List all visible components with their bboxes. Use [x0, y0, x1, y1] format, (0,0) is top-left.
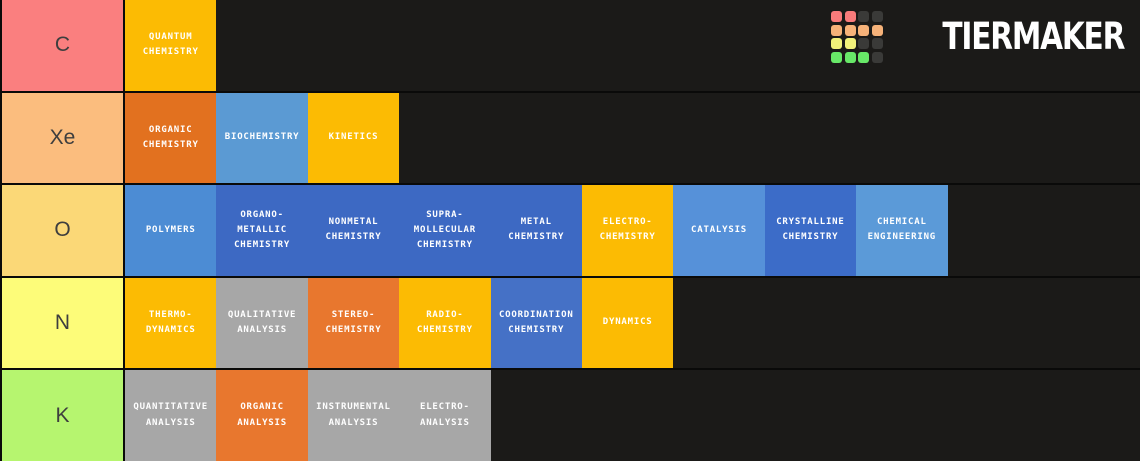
tile-biochemistry[interactable]: BIOCHEMISTRY: [216, 92, 308, 184]
tier-tiles: ORGANIC CHEMISTRY BIOCHEMISTRY KINETICS: [125, 92, 400, 184]
tier-label-c: C: [2, 0, 125, 91]
tier-row-n: N THERMO- DYNAMICS QUALITATIVE ANALYSIS STE…: [2, 277, 1140, 371]
logo-grid-cell-dark: [871, 11, 883, 22]
logo-grid-cell-dark: [858, 11, 870, 22]
tile-radio-chemistry[interactable]: RADIO- CHEMISTRY: [399, 277, 491, 369]
tile-dynamics[interactable]: DYNAMICS: [581, 277, 674, 369]
logo-grid-cell-yellow: [831, 38, 843, 49]
tiermaker-logo: TIERMAKER: [831, 11, 1125, 63]
tier-tiles: QUANTUM CHEMISTRY: [125, 0, 217, 91]
tile-organic-analysis[interactable]: ORGANIC ANALYSIS: [216, 370, 308, 461]
tile-organo-metallic-chemistry[interactable]: ORGANO- METALLIC CHEMISTRY: [216, 185, 308, 276]
logo-grid-cell-green: [831, 51, 843, 63]
logo-grid-cell-orange: [831, 24, 843, 36]
logo-grid-cell-orange: [871, 24, 883, 36]
tile-thermo-dynamics[interactable]: THERMO- DYNAMICS: [125, 277, 217, 369]
tier-row-k: K QUANTITATIVE ANALYSIS ORGANIC ANALYSIS IN…: [2, 370, 1140, 461]
tile-kinetics[interactable]: KINETICS: [307, 92, 400, 184]
tile-quantum-chemistry[interactable]: QUANTUM CHEMISTRY: [125, 0, 217, 91]
tier-label-k: K: [2, 370, 125, 461]
logo-grid-cell-dark: [871, 38, 883, 49]
logo-grid-cell-red: [831, 11, 843, 22]
tile-quantitative-analysis[interactable]: QUANTITATIVE ANALYSIS: [125, 370, 217, 461]
tile-catalysis[interactable]: CATALYSIS: [673, 185, 765, 276]
logo-grid-cell-green: [858, 51, 870, 63]
tiermaker-wordmark: TIERMAKER: [942, 15, 1125, 59]
tile-electro-analysis[interactable]: ELECTRO- ANALYSIS: [399, 370, 491, 461]
tier-label-o: O: [2, 185, 125, 276]
tile-electro-chemistry[interactable]: ELECTRO- CHEMISTRY: [581, 185, 674, 276]
tile-polymers[interactable]: POLYMERS: [125, 185, 217, 276]
tile-chemical-engineering[interactable]: CHEMICAL ENGINEERING: [856, 185, 948, 276]
tier-tiles: QUANTITATIVE ANALYSIS ORGANIC ANALYSIS INS…: [125, 370, 491, 461]
tier-tiles: THERMO- DYNAMICS QUALITATIVE ANALYSIS STER…: [125, 277, 674, 369]
tile-organic-chemistry[interactable]: ORGANIC CHEMISTRY: [125, 92, 217, 184]
tile-metal-chemistry[interactable]: METAL CHEMISTRY: [490, 185, 582, 276]
tier-tiles: POLYMERS ORGANO- METALLIC CHEMISTRY NONMET…: [125, 185, 948, 276]
tile-qualitative-analysis[interactable]: QUALITATIVE ANALYSIS: [216, 277, 308, 369]
tile-crystalline-chemistry[interactable]: CRYSTALLINE CHEMISTRY: [764, 185, 857, 276]
logo-grid-cell-yellow: [844, 38, 856, 49]
tier-label-n: N: [2, 277, 125, 369]
logo-grid-cell-dark: [858, 38, 870, 49]
tile-instrumental-analysis[interactable]: INSTRUMENTAL ANALYSIS: [307, 370, 400, 461]
tiermaker-grid-icon: [831, 11, 883, 63]
logo-grid-cell-green: [844, 51, 856, 63]
tile-supra-mollecular-chemistry[interactable]: SUPRA- MOLLECULAR CHEMISTRY: [399, 185, 491, 276]
tile-nonmetal-chemistry[interactable]: NONMETAL CHEMISTRY: [307, 185, 400, 276]
logo-grid-cell-dark: [871, 51, 883, 63]
tier-row-xe: Xe ORGANIC CHEMISTRY BIOCHEMISTRY KINETICS: [2, 92, 1140, 186]
tier-row-c: C QUANTUM CHEMISTRY: [2, 0, 1140, 93]
logo-grid-cell-orange: [844, 24, 856, 36]
logo-grid-cell-red: [844, 11, 856, 22]
tile-stereo-chemistry[interactable]: STEREO- CHEMISTRY: [307, 277, 400, 369]
logo-grid-cell-orange: [858, 24, 870, 36]
tile-coordination-chemistry[interactable]: COORDINATION CHEMISTRY: [490, 277, 582, 369]
tier-row-o: O POLYMERS ORGANO- METALLIC CHEMISTRY NONME…: [2, 185, 1140, 278]
tier-label-xe: Xe: [2, 92, 125, 184]
